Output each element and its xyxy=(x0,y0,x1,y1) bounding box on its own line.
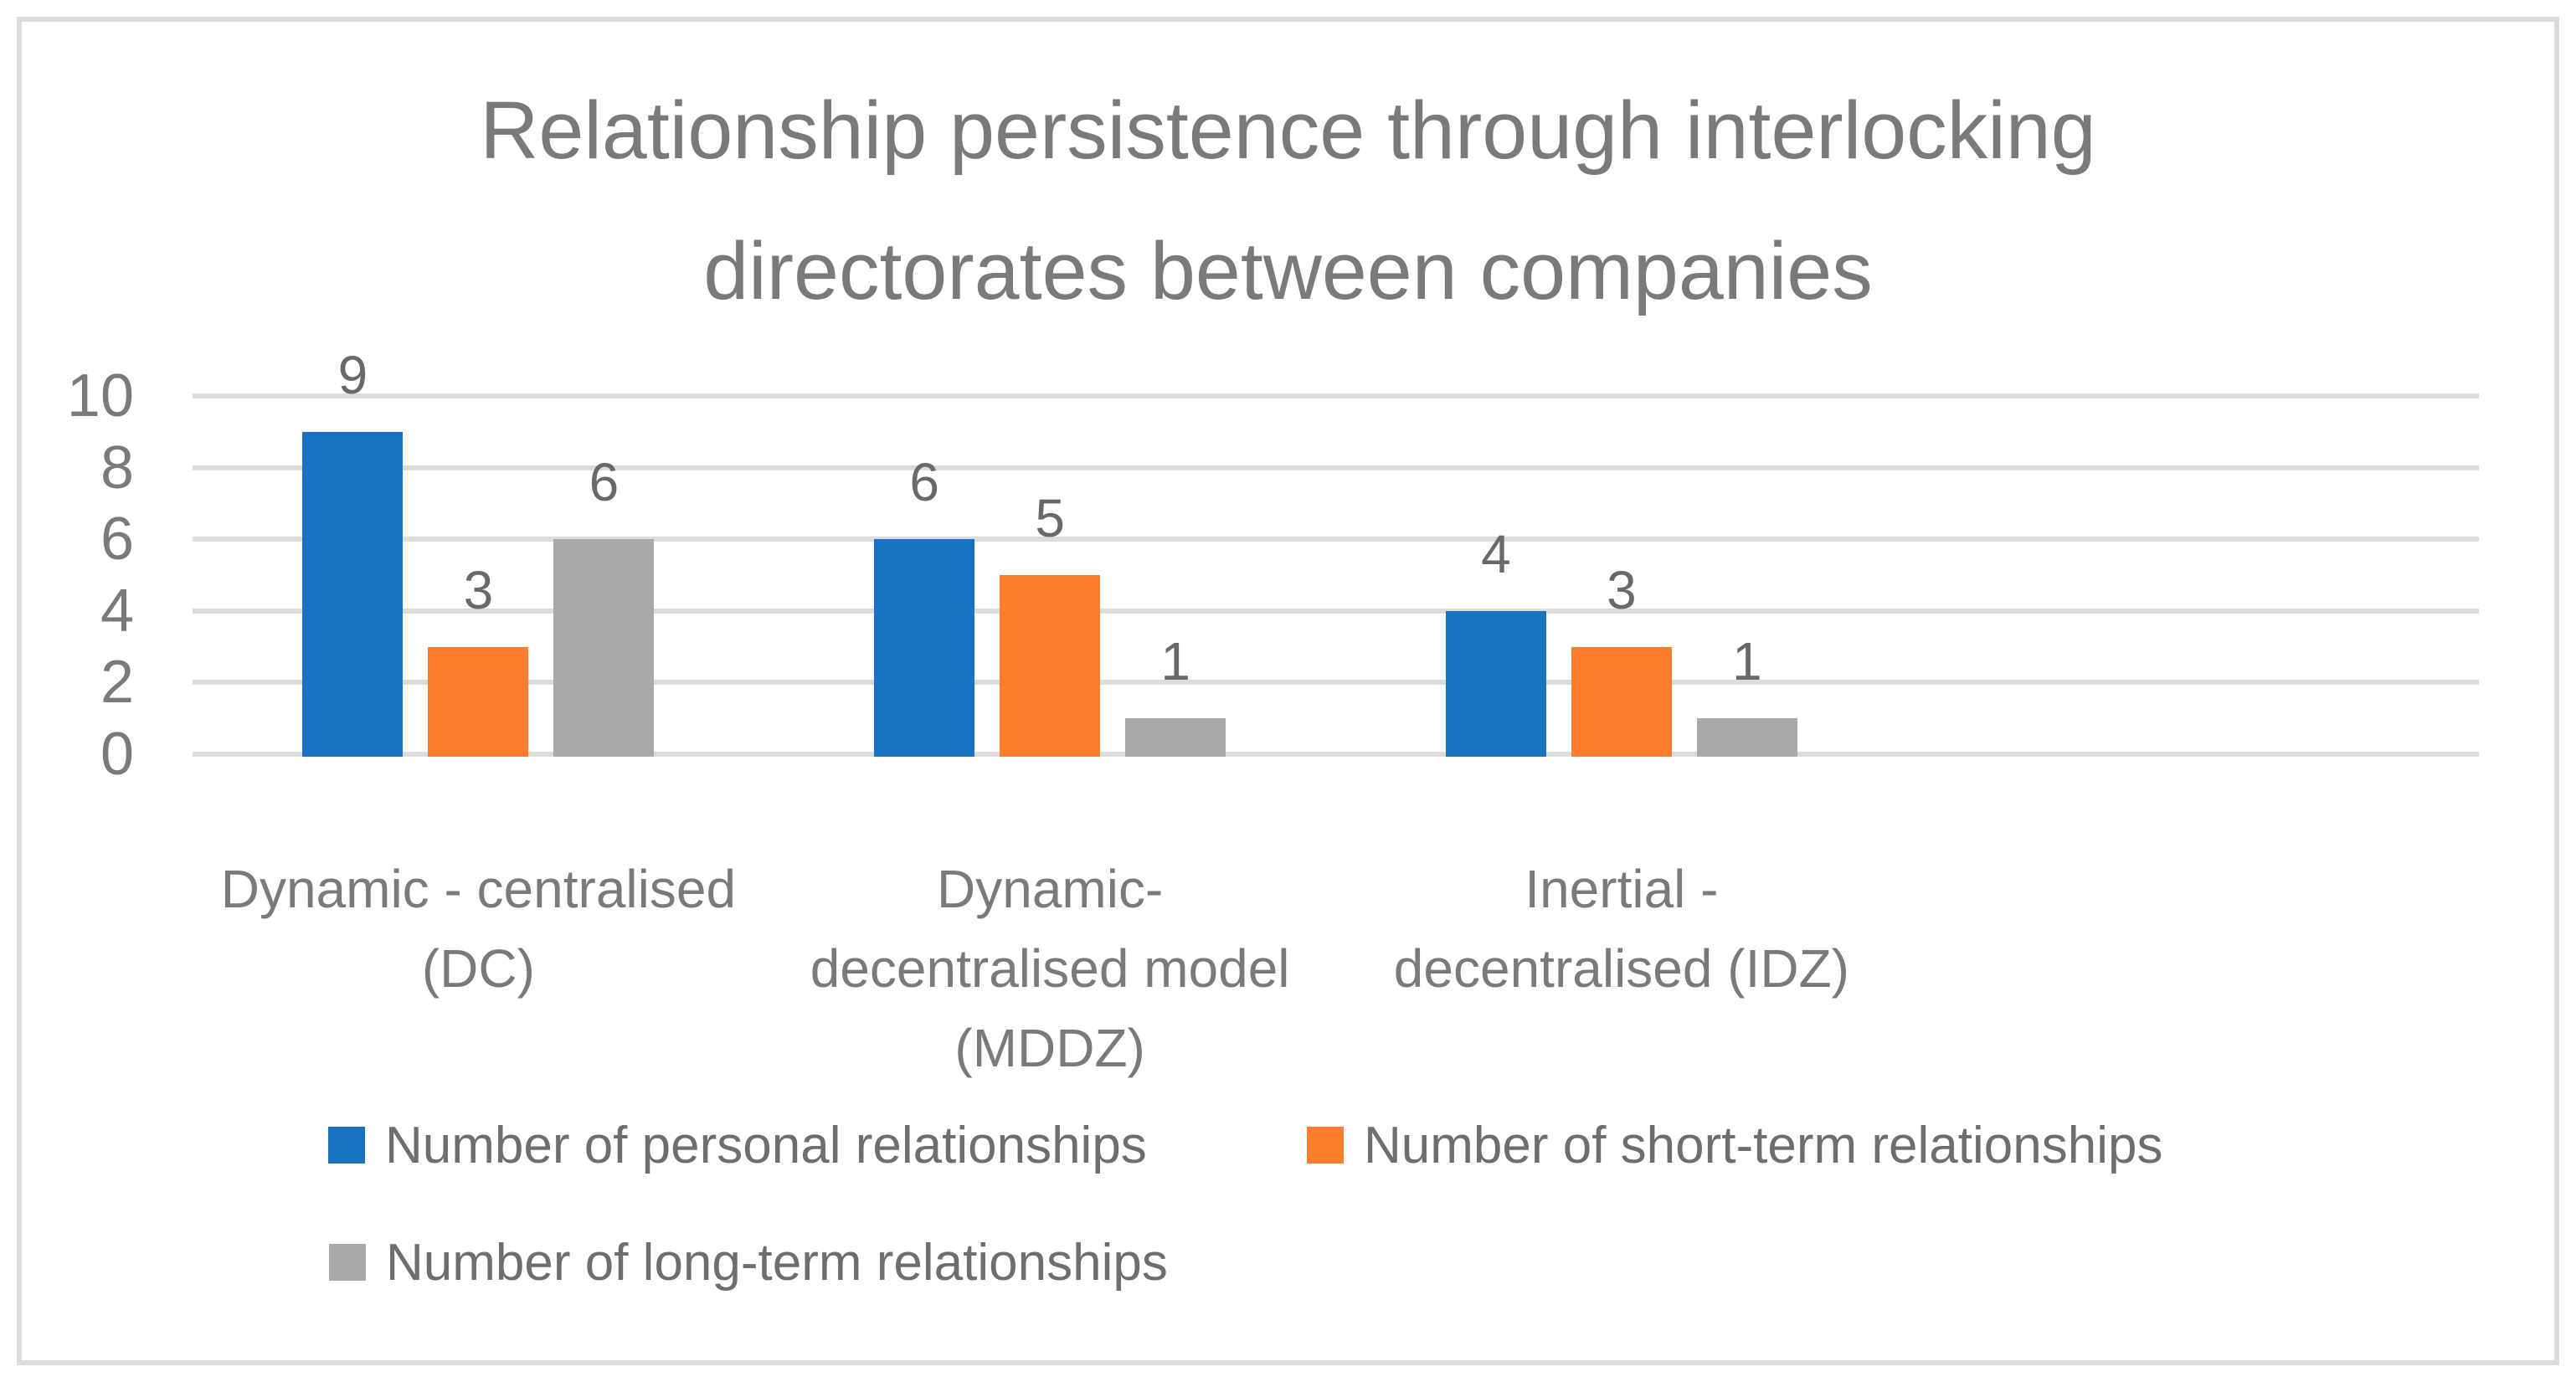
legend-swatch-icon xyxy=(1307,1127,1344,1164)
y-tick-label-6: 6 xyxy=(100,506,134,573)
y-tick-label-10: 10 xyxy=(66,362,134,429)
legend-item-2: Number of short-term relationships xyxy=(1307,1117,2162,1174)
bar-number-of-short-term-relationships-cat2 xyxy=(1000,575,1101,757)
bar-number-of-personal-relationships-cat3 xyxy=(1445,610,1546,757)
chart-border xyxy=(17,17,2559,1365)
bar-value-label: 3 xyxy=(1607,559,1637,620)
bar-number-of-long-term-relationships-cat2 xyxy=(1125,718,1226,757)
gridline-y-10 xyxy=(193,393,2479,398)
bar-value-label: 5 xyxy=(1035,488,1065,548)
legend-item-1: Number of personal relationships xyxy=(328,1117,1147,1174)
y-tick-label-4: 4 xyxy=(100,577,134,645)
y-tick-label-0: 0 xyxy=(100,721,134,788)
x-axis-category-label-3: Inertial - decentralised (IDZ) xyxy=(1393,859,1849,999)
gridline-y-8 xyxy=(193,465,2479,470)
legend-swatch-icon xyxy=(329,1244,366,1281)
gridline-y-0 xyxy=(193,752,2479,757)
chart-title: Relationship persistence through interlo… xyxy=(480,85,2096,316)
bar-value-label: 1 xyxy=(1160,631,1190,692)
legend-swatch-icon xyxy=(328,1127,365,1164)
legend-label: Number of short-term relationships xyxy=(1364,1116,2163,1174)
gridline-y-6 xyxy=(193,537,2479,542)
bar-value-label: 9 xyxy=(337,344,368,405)
bar-value-label: 1 xyxy=(1732,631,1762,692)
bar-number-of-long-term-relationships-cat1 xyxy=(553,539,655,757)
bar-number-of-personal-relationships-cat1 xyxy=(302,431,404,757)
bar-number-of-personal-relationships-cat2 xyxy=(874,539,975,757)
y-tick-label-2: 2 xyxy=(100,649,134,717)
bar-number-of-short-term-relationships-cat1 xyxy=(428,646,529,757)
bar-value-label: 6 xyxy=(909,452,939,513)
x-axis-category-label-2: Dynamic- decentralised model (MDDZ) xyxy=(810,859,1290,1078)
y-tick-label-8: 8 xyxy=(100,434,134,501)
bar-number-of-short-term-relationships-cat3 xyxy=(1571,646,1672,757)
bar-value-label: 4 xyxy=(1481,523,1511,584)
x-axis-category-label-1: Dynamic - centralised (DC) xyxy=(220,859,737,999)
legend-item-3: Number of long-term relationships xyxy=(329,1234,1168,1292)
gridline-y-4 xyxy=(193,608,2479,614)
bar-value-label: 6 xyxy=(589,452,620,513)
gridline-y-2 xyxy=(193,680,2479,686)
legend-label: Number of long-term relationships xyxy=(386,1233,1168,1292)
bar-number-of-long-term-relationships-cat3 xyxy=(1696,718,1797,757)
legend-label: Number of personal relationships xyxy=(385,1116,1147,1174)
bar-value-label: 3 xyxy=(463,559,494,620)
